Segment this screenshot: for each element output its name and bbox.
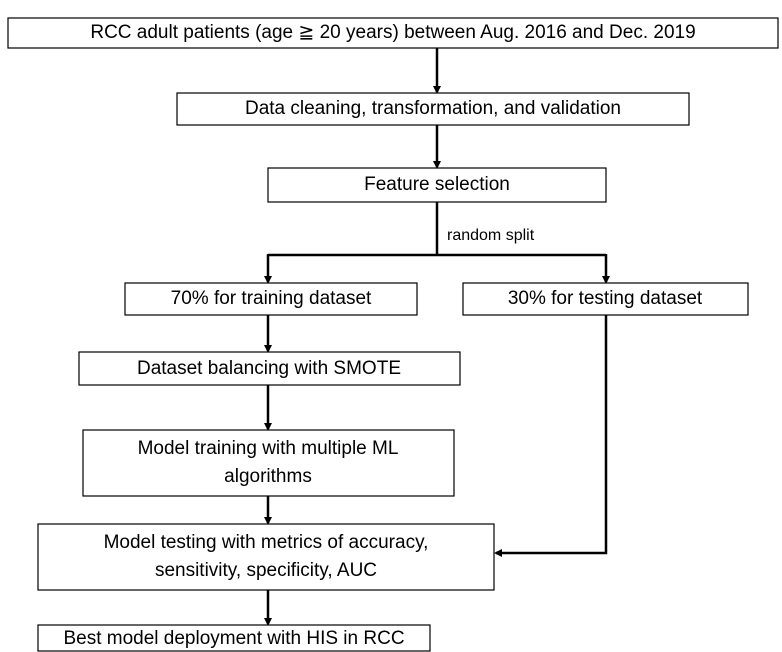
box-label: Feature selection [364,174,510,195]
arrow [494,315,608,557]
box-label: Data cleaning, transformation, and valid… [245,98,621,119]
box [37,624,431,652]
box-label: Best model deployment with HIS in RCC [63,628,404,649]
box [124,282,418,316]
box [78,351,461,386]
box [176,92,690,126]
box-label: sensitivity, specificity, AUC [155,560,377,581]
edge-label: random split [447,227,535,244]
box [7,17,779,49]
box-label: Model training with multiple ML [138,438,399,459]
box-label: RCC adult patients (age ≧ 20 years) betw… [90,22,695,43]
box [82,429,455,497]
box [267,167,607,203]
box-label: Model testing with metrics of accuracy, [104,532,429,553]
box [462,282,749,316]
box-label: Dataset balancing with SMOTE [137,358,401,379]
box-label: 30% for testing dataset [508,288,703,309]
box-label: algorithms [224,466,312,487]
box-label: 70% for training dataset [171,288,372,309]
box [37,523,495,591]
